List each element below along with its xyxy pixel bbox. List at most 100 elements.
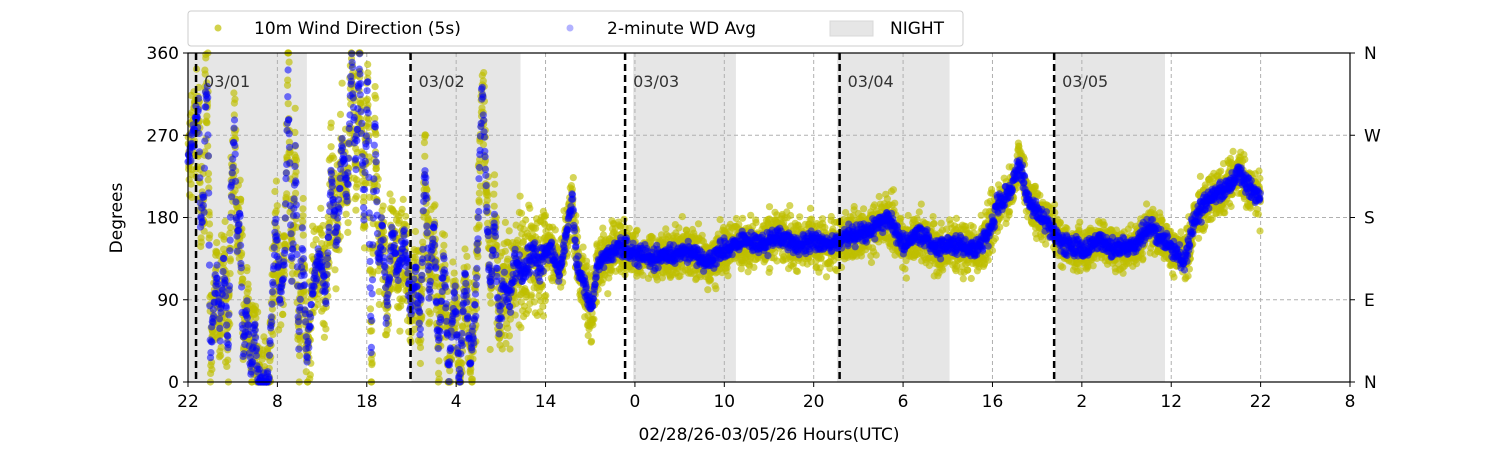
wd-5s-point bbox=[487, 300, 494, 307]
wd-5s-point bbox=[389, 197, 396, 204]
wd-5s-point bbox=[317, 205, 324, 212]
wd-5s-point bbox=[328, 120, 335, 127]
wd-5s-point bbox=[542, 292, 549, 299]
wd-5s-point bbox=[332, 285, 339, 292]
wd-5s-point bbox=[506, 227, 513, 234]
wd-5s-point bbox=[476, 190, 483, 197]
wd-5s-point bbox=[224, 357, 231, 364]
wd-5s-point bbox=[766, 203, 773, 210]
wd-5s-point bbox=[321, 334, 328, 341]
wd-5s-point bbox=[373, 165, 380, 172]
wd-5s-point bbox=[279, 311, 286, 318]
wd-5s-point bbox=[745, 268, 752, 275]
wd-5s-point bbox=[626, 225, 633, 232]
wd-5s-point bbox=[931, 220, 938, 227]
wd-5s-point bbox=[203, 119, 210, 126]
wd-5s-point bbox=[675, 224, 682, 231]
wd-5s-point bbox=[427, 310, 434, 317]
wd-5s-point bbox=[293, 157, 300, 164]
wd-5s-point bbox=[914, 215, 921, 222]
wd-5s-point bbox=[339, 80, 346, 87]
wd-5s-point bbox=[491, 181, 498, 188]
wd-5s-point bbox=[421, 153, 428, 160]
wd-5s-point bbox=[218, 344, 225, 351]
wd-5s-point bbox=[353, 193, 360, 200]
wd-5s-point bbox=[823, 273, 830, 280]
wd-5s-point bbox=[876, 193, 883, 200]
wd-5s-point bbox=[506, 345, 513, 352]
wd-5s-point bbox=[440, 242, 447, 249]
wd-5s-point bbox=[766, 265, 773, 272]
wd-5s-point bbox=[441, 232, 448, 239]
wd-5s-point bbox=[968, 275, 975, 282]
wd-5s-point bbox=[634, 227, 641, 234]
wd-5s-point bbox=[502, 248, 509, 255]
wd-5s-point bbox=[502, 219, 509, 226]
wd-5s-point bbox=[964, 267, 971, 274]
wd-5s-point bbox=[330, 155, 337, 162]
wd-5s-point bbox=[300, 232, 307, 239]
wd-5s-point bbox=[273, 178, 280, 185]
wd-5s-point bbox=[245, 285, 252, 292]
wd-5s-point bbox=[970, 223, 977, 230]
wd-5s-point bbox=[517, 324, 524, 331]
wd-5s-point bbox=[345, 219, 352, 226]
wd-5s-point bbox=[525, 307, 532, 314]
wd-5s-point bbox=[231, 96, 238, 103]
wd-5s-point bbox=[206, 220, 213, 227]
wd-5s-point bbox=[372, 95, 379, 102]
wd-5s-point bbox=[269, 331, 276, 338]
wd-5s-point bbox=[517, 193, 524, 200]
wd-5s-point bbox=[724, 272, 731, 279]
wd-5s-point bbox=[285, 100, 292, 107]
wd-5s-point bbox=[476, 199, 483, 206]
wd-5s-point bbox=[487, 292, 494, 299]
wd-5s-point bbox=[422, 132, 429, 139]
wd-5s-point bbox=[526, 205, 533, 212]
wd-5s-point bbox=[435, 357, 442, 364]
wd-5s-point bbox=[292, 105, 299, 112]
wd-5s-point bbox=[223, 363, 230, 370]
wd-5s-point bbox=[227, 224, 234, 231]
wd-5s-point bbox=[679, 213, 686, 220]
wd-5s-point bbox=[752, 219, 759, 226]
wd-5s-point bbox=[463, 253, 470, 260]
wd-5s-point bbox=[417, 360, 424, 367]
wd-5s-point bbox=[717, 216, 724, 223]
wd-5s-point bbox=[960, 275, 967, 282]
wd-5s-point bbox=[901, 265, 908, 272]
wd-5s-point bbox=[217, 352, 224, 359]
wd-5s-point bbox=[490, 191, 497, 198]
wd-5s-point bbox=[396, 328, 403, 335]
wd-5s-point bbox=[522, 216, 529, 223]
wd-5s-point bbox=[206, 231, 213, 238]
wd-5s-point bbox=[786, 202, 793, 209]
wd-5s-point bbox=[208, 366, 215, 373]
wd-5s-point bbox=[580, 244, 587, 251]
wd-5s-point bbox=[930, 213, 937, 220]
wd-5s-point bbox=[384, 327, 391, 334]
wd-5s-point bbox=[903, 275, 910, 282]
wd-5s-point bbox=[299, 212, 306, 219]
wd-5s-point bbox=[750, 264, 757, 271]
wd-5s-point bbox=[352, 207, 359, 214]
wd-5s-point bbox=[203, 113, 210, 120]
wd-5s-point bbox=[707, 276, 714, 283]
wd-5s-point bbox=[552, 226, 559, 233]
wd-5s-point bbox=[451, 270, 458, 277]
wd-5s-point bbox=[271, 188, 278, 195]
wd-5s-point bbox=[307, 371, 314, 378]
wd-5s-point bbox=[198, 239, 205, 246]
wd-5s-point bbox=[695, 220, 702, 227]
wd-5s-point bbox=[400, 196, 407, 203]
wd-5s-point bbox=[890, 186, 897, 193]
wd-5s-point bbox=[296, 352, 303, 359]
wd-5s-point bbox=[953, 215, 960, 222]
wd-5s-point bbox=[599, 225, 606, 232]
wd-5s-point bbox=[860, 205, 867, 212]
wd-5s-point bbox=[213, 239, 220, 246]
wd-5s-point bbox=[372, 131, 379, 138]
wd-5s-point bbox=[588, 338, 595, 345]
wd-5s-point bbox=[328, 143, 335, 150]
